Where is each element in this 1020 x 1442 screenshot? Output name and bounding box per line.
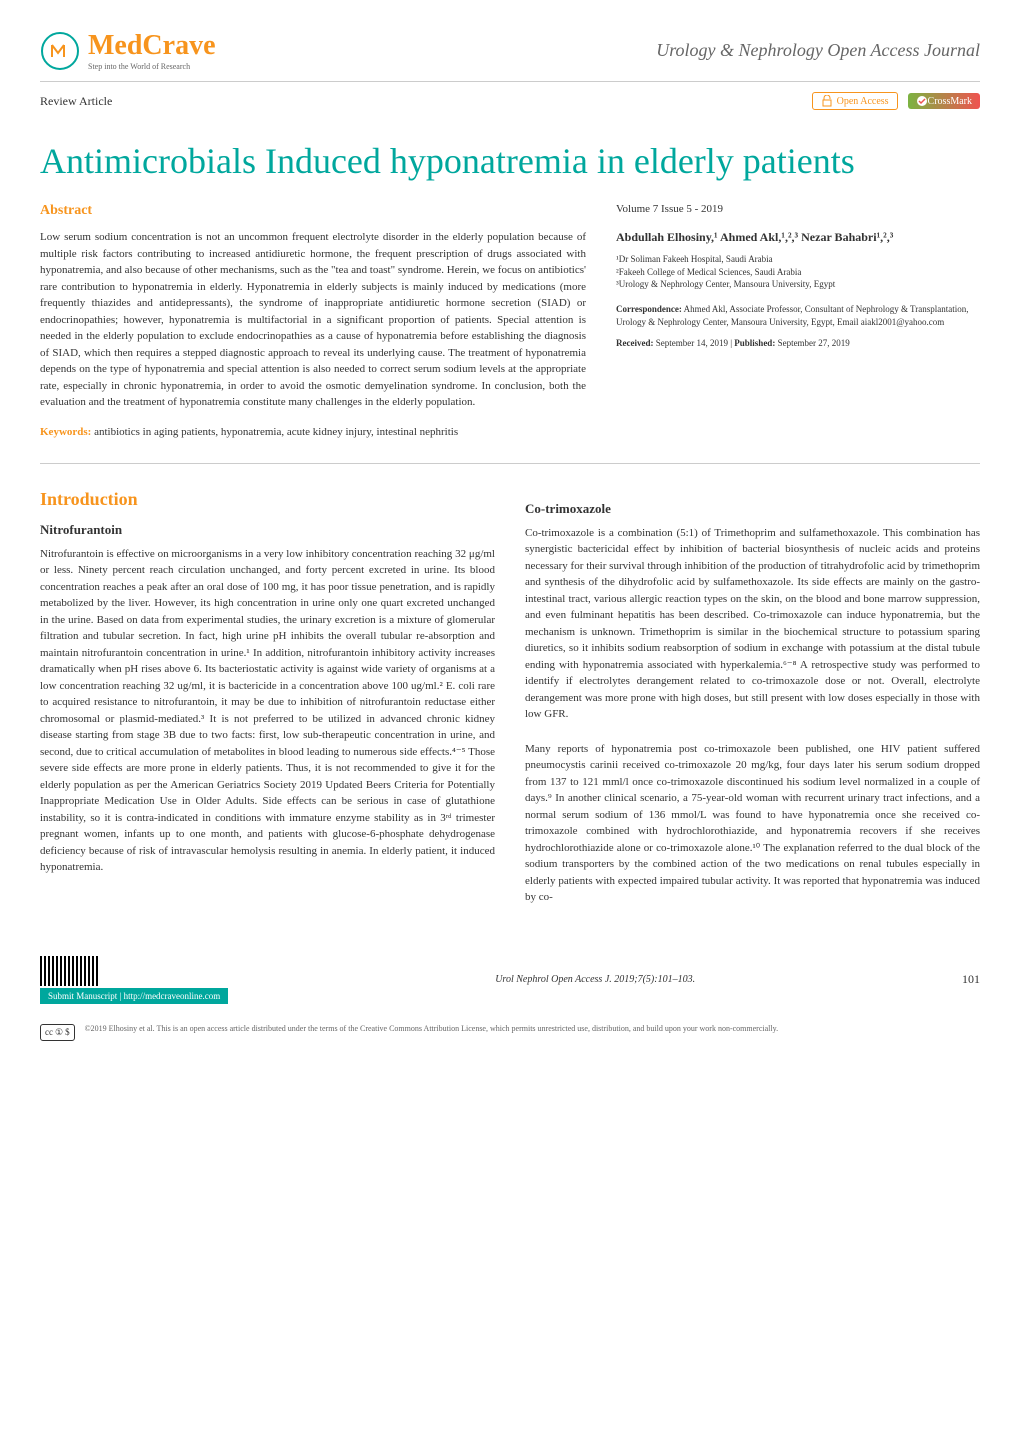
journal-name: Urology & Nephrology Open Access Journal — [656, 40, 980, 61]
footer-left: Submit Manuscript | http://medcraveonlin… — [40, 956, 228, 1004]
submit-manuscript-badge[interactable]: Submit Manuscript | http://medcraveonlin… — [40, 988, 228, 1004]
nitrofurantoin-heading: Nitrofurantoin — [40, 522, 495, 538]
article-title: Antimicrobials Induced hyponatremia in e… — [0, 120, 1020, 203]
crossmark-label: CrossMark — [928, 96, 972, 107]
received-date: September 14, 2019 — [656, 338, 728, 348]
logo-text: MedCrave — [88, 30, 216, 61]
open-access-label: Open Access — [837, 96, 889, 107]
received-label: Received: — [616, 338, 653, 348]
introduction-heading: Introduction — [40, 489, 495, 510]
page-header: MedCrave Step into the World of Research… — [0, 0, 1020, 81]
cotrimoxazole-text-2: Many reports of hyponatremia post co-tri… — [525, 741, 980, 906]
license-text: ©2019 Elhosiny et al. This is an open ac… — [85, 1024, 779, 1034]
license-row: cc ① $ ©2019 Elhosiny et al. This is an … — [0, 1024, 1020, 1061]
crossmark-badge[interactable]: CrossMark — [908, 93, 980, 109]
crossmark-icon — [916, 95, 928, 107]
abstract-text: Low serum sodium concentration is not an… — [40, 229, 586, 411]
abstract-column: Abstract Low serum sodium concentration … — [40, 203, 586, 438]
affiliation-3: ³Urology & Nephrology Center, Mansoura U… — [616, 278, 980, 291]
logo-text-container: MedCrave Step into the World of Research — [88, 30, 216, 71]
published-date: September 27, 2019 — [778, 338, 850, 348]
logo-container: MedCrave Step into the World of Research — [40, 30, 216, 71]
logo-tagline: Step into the World of Research — [88, 62, 216, 71]
keywords-label: Keywords: — [40, 426, 91, 438]
keywords-text: antibiotics in aging patients, hyponatre… — [94, 426, 458, 438]
article-info-column: Volume 7 Issue 5 - 2019 Abdullah Elhosin… — [616, 203, 980, 438]
article-type-label: Review Article — [40, 94, 112, 109]
cc-license-badge: cc ① $ — [40, 1024, 75, 1041]
medcrave-logo-icon — [40, 31, 80, 71]
nitrofurantoin-text: Nitrofurantoin is effective on microorga… — [40, 546, 495, 876]
section-divider — [40, 463, 980, 464]
open-access-badge: Open Access — [812, 92, 898, 110]
authors: Abdullah Elhosiny,¹ Ahmed Akl,¹,²,³ Neza… — [616, 230, 980, 245]
badges-container: Open Access CrossMark — [812, 92, 980, 110]
affiliations: ¹Dr Soliman Fakeeh Hospital, Saudi Arabi… — [616, 253, 980, 291]
nc-icon: $ — [65, 1027, 70, 1038]
submit-label: Submit Manuscript — [48, 991, 117, 1001]
volume-issue: Volume 7 Issue 5 - 2019 — [616, 203, 980, 215]
by-icon: ① — [55, 1027, 63, 1038]
abstract-heading: Abstract — [40, 203, 586, 219]
correspondence: Correspondence: Ahmed Akl, Associate Pro… — [616, 303, 980, 328]
affiliation-2: ²Fakeeh College of Medical Sciences, Sau… — [616, 266, 980, 279]
barcode-icon — [40, 956, 100, 986]
publication-dates: Received: September 14, 2019 | Published… — [616, 338, 980, 348]
cotrimoxazole-text-1: Co-trimoxazole is a combination (5:1) of… — [525, 525, 980, 723]
article-type-row: Review Article Open Access CrossMark — [0, 82, 1020, 120]
keywords-paragraph: Keywords: antibiotics in aging patients,… — [40, 426, 586, 438]
page-footer: Submit Manuscript | http://medcraveonlin… — [0, 936, 1020, 1024]
open-lock-icon — [821, 95, 833, 107]
main-left-column: Introduction Nitrofurantoin Nitrofuranto… — [40, 489, 495, 906]
published-label: Published: — [734, 338, 775, 348]
affiliation-1: ¹Dr Soliman Fakeeh Hospital, Saudi Arabi… — [616, 253, 980, 266]
cc-icon: cc — [45, 1027, 53, 1038]
main-right-column: Co-trimoxazole Co-trimoxazole is a combi… — [525, 489, 980, 906]
correspondence-label: Correspondence: — [616, 304, 682, 314]
submit-url: http://medcraveonline.com — [124, 991, 221, 1001]
page-number: 101 — [962, 972, 980, 987]
main-content-area: Introduction Nitrofurantoin Nitrofuranto… — [0, 489, 1020, 906]
citation: Urol Nephrol Open Access J. 2019;7(5):10… — [495, 974, 695, 985]
abstract-info-area: Abstract Low serum sodium concentration … — [0, 203, 1020, 438]
cotrimoxazole-heading: Co-trimoxazole — [525, 501, 980, 517]
